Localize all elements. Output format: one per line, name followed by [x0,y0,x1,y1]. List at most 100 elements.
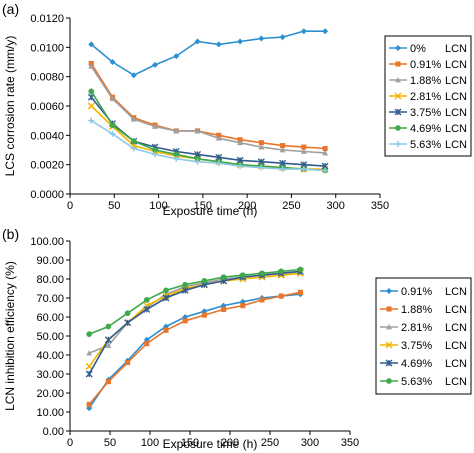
legend-label-a: 2.81% [410,91,441,103]
data-point-b-1 [278,293,284,299]
legend-item-a: 5.63% LCN [389,139,467,151]
data-point-a-6 [279,166,286,173]
legend-label-b: 3.75% [401,340,432,352]
data-point-a-2 [300,148,307,154]
series-line-a-4 [90,96,326,167]
y-tick-label-b: 30.00 [36,369,64,381]
data-point-a-1 [322,145,328,152]
data-point-b-4 [85,370,93,378]
series-line-a-0 [90,30,326,77]
data-point-b-5 [143,297,150,303]
panel-label-b: (b) [2,226,19,242]
data-point-a-6 [322,167,329,174]
legend-suffix-b: LCN [445,286,467,298]
series-b-0 [86,291,304,412]
series-a-0 [88,28,329,79]
series-a-5 [88,88,328,174]
data-point-a-6 [237,163,244,170]
data-point-b-2 [86,350,93,356]
legend-suffix-b: LCN [445,340,467,352]
data-point-a-0 [215,41,222,48]
x-axis-title-b: Exposure time (h) [163,437,258,451]
data-point-b-1 [240,303,246,309]
legend-label-b: 2.81% [401,322,432,334]
data-point-b-5 [239,272,246,279]
legend-suffix-a: LCN [445,75,467,87]
data-point-a-2 [194,127,201,134]
data-point-a-0 [194,38,201,45]
data-point-a-5 [88,88,95,95]
y-tick-label-b: 20.00 [36,388,64,400]
data-point-a-5 [173,151,180,158]
data-point-b-5 [201,278,208,284]
legend-marker-a [394,92,402,100]
legend-marker-b [386,288,392,294]
y-axis-title-a: LCS corrosion rate (mm/y) [3,36,17,177]
series-line-b-1 [88,291,301,405]
panel-b-inhibition-efficiency-chart: (b) 0.00 10.00 20.00 30.00 40.00 50.00 60.00 70.… [2,226,472,451]
x-tick-label-b: 150 [181,437,199,449]
x-tick-label-b: 300 [301,437,319,449]
legend-b: 0.91% LCN 1.88% LCN 2.81% LCN 3.75% LCN 4.69% LCN… [375,277,472,395]
data-point-b-5 [297,266,304,273]
data-point-b-5 [124,310,131,317]
legend-marker-a [395,125,401,131]
series-line-b-5 [88,268,301,335]
x-tick-label-a: 100 [149,200,167,212]
legend-marker-a [395,61,401,67]
data-point-a-6 [152,151,159,158]
x-tick-label-b: 100 [141,437,159,449]
x-tick-label-b: 50 [104,437,116,449]
x-tick-label-b: 200 [221,437,239,449]
y-tick-label-b: 40.00 [36,350,64,362]
y-tick-label-b: 60.00 [36,312,64,324]
legend-box-b [375,277,472,395]
legend-item-b: 5.63% LCN [380,376,467,388]
legend-suffix-b: LCN [445,376,467,388]
data-point-a-1 [301,144,307,150]
legend-suffix-b: LCN [445,322,467,334]
data-point-a-2 [322,149,329,156]
y-tick-label-a: 0.0060 [30,101,64,113]
data-point-a-0 [130,72,137,79]
series-b-5 [86,266,304,337]
legend-item-a: 3.75% LCN [389,107,467,119]
data-point-a-6 [173,155,180,162]
data-point-a-5 [130,138,137,145]
legend-suffix-a: LCN [445,123,467,135]
legend-label-a: 4.69% [410,123,441,135]
data-point-b-1 [182,318,188,324]
data-point-a-2 [215,135,222,141]
series-line-b-0 [88,293,301,409]
legend-marker-b [385,341,393,349]
legend-suffix-a: LCN [445,107,467,119]
legend-suffix-a: LCN [445,43,467,55]
legend-suffix-b: LCN [445,304,467,316]
data-point-b-1 [144,341,150,347]
data-point-a-0 [152,61,159,68]
data-point-a-2 [237,139,244,146]
series-line-b-2 [88,270,301,354]
data-point-a-0 [237,38,244,45]
data-point-a-0 [322,28,329,35]
x-axis-title-a: Exposure time (h) [163,204,258,218]
y-tick-label-b: 10.00 [36,407,64,419]
series-line-a-2 [90,65,326,154]
data-point-a-2 [88,63,95,69]
data-point-a-6 [109,130,116,137]
panel-label-a: (a) [2,1,19,17]
data-point-b-1 [221,306,227,312]
data-point-a-2 [152,123,159,129]
data-point-b-1 [105,379,111,385]
series-line-b-4 [88,270,301,375]
data-point-b-5 [163,287,169,294]
data-point-a-6 [130,145,137,152]
series-a-6 [88,117,329,174]
legend-item-a: 0.91% LCN [389,59,467,71]
y-tick-label-b: 0.00 [43,426,64,438]
data-point-a-5 [109,122,116,128]
legend-suffix-a: LCN [445,59,467,71]
legend-marker-a [394,108,402,116]
series-line-a-1 [90,63,326,150]
